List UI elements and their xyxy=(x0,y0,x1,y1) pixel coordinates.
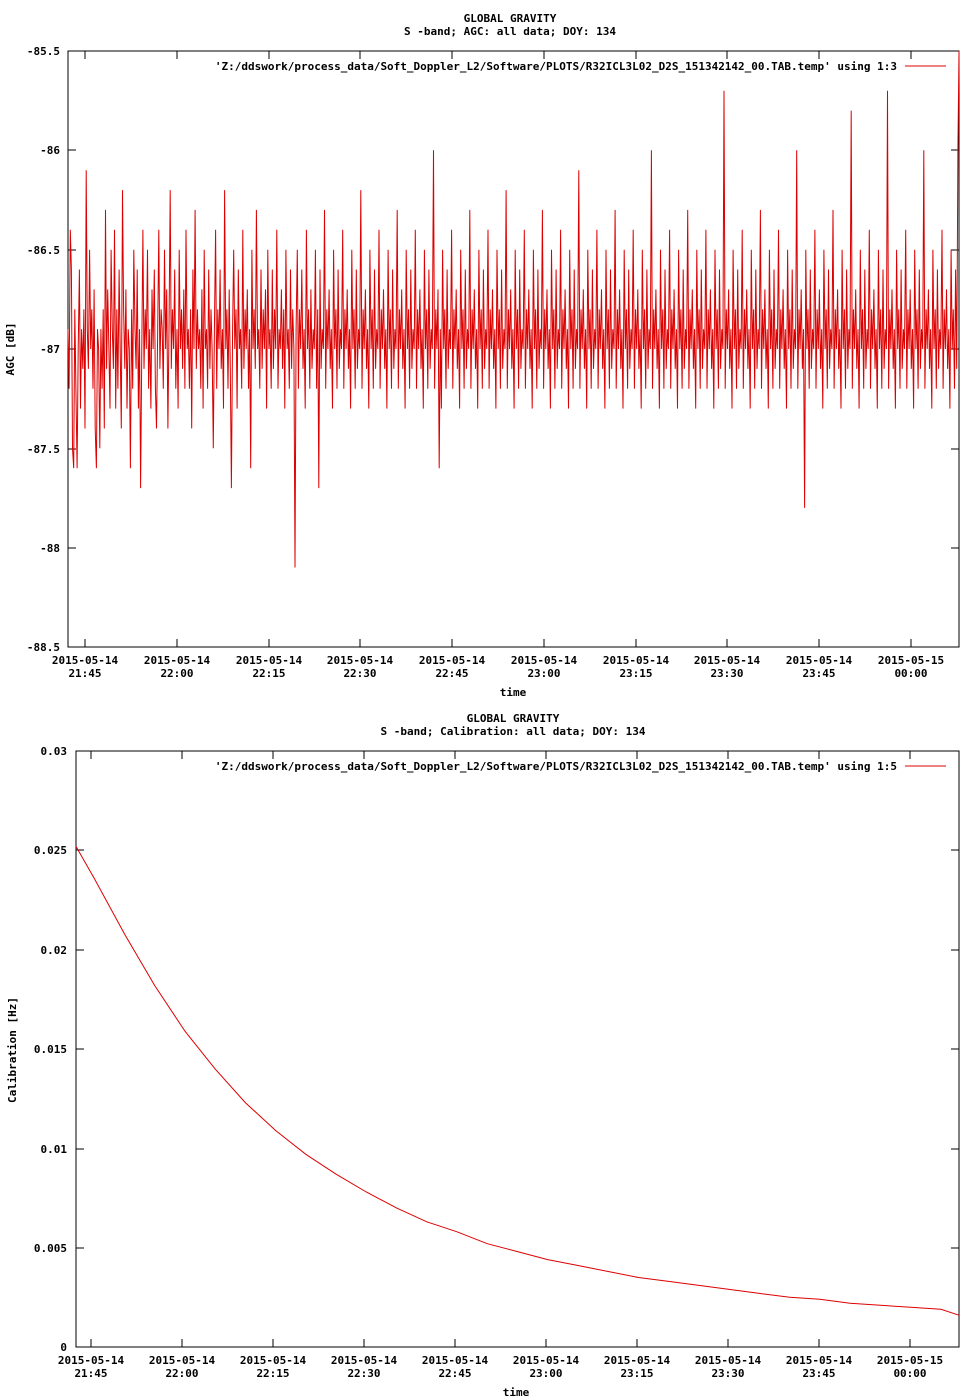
agc-x-axis: 2015-05-1421:452015-05-1422:002015-05-14… xyxy=(52,51,944,680)
cal-x-tick-time: 22:45 xyxy=(438,1367,471,1380)
cal-y-tick-label: 0.005 xyxy=(34,1242,67,1255)
cal-y-tick-label: 0.02 xyxy=(41,944,68,957)
agc-y-tick-label: -87.5 xyxy=(27,443,60,456)
cal-y-axis-label: Calibration [Hz] xyxy=(6,997,19,1103)
cal-x-tick-date: 2015-05-14 xyxy=(422,1354,489,1367)
cal-series-line xyxy=(75,846,960,1316)
agc-x-tick-date: 2015-05-14 xyxy=(603,654,670,667)
cal-y-tick-label: 0.015 xyxy=(34,1043,67,1056)
cal-title-line1: GLOBAL GRAVITY xyxy=(467,712,560,725)
agc-x-tick-date: 2015-05-14 xyxy=(236,654,303,667)
cal-x-tick-time: 00:00 xyxy=(893,1367,926,1380)
agc-x-tick-date: 2015-05-14 xyxy=(144,654,211,667)
agc-x-tick-date: 2015-05-14 xyxy=(327,654,394,667)
cal-x-tick-date: 2015-05-14 xyxy=(695,1354,762,1367)
cal-x-tick-time: 23:00 xyxy=(529,1367,562,1380)
agc-x-tick-date: 2015-05-15 xyxy=(878,654,944,667)
cal-legend-label: 'Z:/ddswork/process_data/Soft_Doppler_L2… xyxy=(215,760,897,773)
cal-x-tick-time: 22:00 xyxy=(165,1367,198,1380)
agc-y-tick-label: -86 xyxy=(40,144,60,157)
cal-y-tick-label: 0.03 xyxy=(41,745,68,758)
agc-x-tick-time: 23:00 xyxy=(527,667,560,680)
agc-x-tick-time: 22:15 xyxy=(252,667,285,680)
agc-y-tick-label: -87 xyxy=(40,343,60,356)
cal-x-tick-date: 2015-05-15 xyxy=(877,1354,943,1367)
cal-y-tick-label: 0.01 xyxy=(41,1143,68,1156)
agc-x-tick-date: 2015-05-14 xyxy=(786,654,853,667)
cal-x-tick-time: 23:15 xyxy=(620,1367,653,1380)
agc-x-tick-date: 2015-05-14 xyxy=(511,654,578,667)
agc-x-tick-date: 2015-05-14 xyxy=(52,654,119,667)
agc-x-tick-time: 22:00 xyxy=(160,667,193,680)
agc-y-tick-label: -88 xyxy=(40,542,60,555)
cal-x-tick-date: 2015-05-14 xyxy=(513,1354,580,1367)
agc-legend-label: 'Z:/ddswork/process_data/Soft_Doppler_L2… xyxy=(215,60,897,73)
cal-x-tick-time: 23:45 xyxy=(802,1367,835,1380)
cal-x-tick-date: 2015-05-14 xyxy=(331,1354,398,1367)
cal-x-tick-date: 2015-05-14 xyxy=(240,1354,307,1367)
cal-x-axis-label: time xyxy=(503,1386,530,1399)
agc-y-tick-label: -88.5 xyxy=(27,641,60,654)
agc-title-line2: S -band; AGC: all data; DOY: 134 xyxy=(404,25,616,38)
agc-x-tick-time: 23:15 xyxy=(619,667,652,680)
agc-series-line xyxy=(67,50,960,568)
cal-x-tick-time: 22:30 xyxy=(347,1367,380,1380)
agc-chart: GLOBAL GRAVITY S -band; AGC: all data; D… xyxy=(4,12,960,699)
cal-x-tick-date: 2015-05-14 xyxy=(786,1354,853,1367)
agc-x-tick-time: 22:30 xyxy=(343,667,376,680)
agc-title-line1: GLOBAL GRAVITY xyxy=(464,12,557,25)
cal-x-tick-date: 2015-05-14 xyxy=(58,1354,125,1367)
agc-x-tick-time: 23:45 xyxy=(802,667,835,680)
agc-x-tick-time: 22:45 xyxy=(435,667,468,680)
agc-x-tick-date: 2015-05-14 xyxy=(694,654,761,667)
calibration-chart: GLOBAL GRAVITY S -band; Calibration: all… xyxy=(6,712,960,1399)
agc-x-tick-time: 23:30 xyxy=(710,667,743,680)
agc-y-tick-label: -86.5 xyxy=(27,244,60,257)
agc-x-tick-time: 00:00 xyxy=(894,667,927,680)
agc-y-axis: -85.5 -86 -86.5 -87 -87.5 -88 -88.5 xyxy=(27,45,959,654)
cal-x-tick-time: 23:30 xyxy=(711,1367,744,1380)
cal-x-axis: 2015-05-1421:452015-05-1422:002015-05-14… xyxy=(58,751,943,1380)
cal-y-tick-label: 0 xyxy=(60,1341,67,1354)
agc-y-axis-label: AGC [dB] xyxy=(4,323,17,376)
agc-x-tick-time: 21:45 xyxy=(68,667,101,680)
cal-x-tick-date: 2015-05-14 xyxy=(149,1354,216,1367)
cal-x-tick-time: 22:15 xyxy=(256,1367,289,1380)
agc-x-axis-label: time xyxy=(500,686,527,699)
agc-y-tick-label: -85.5 xyxy=(27,45,60,58)
cal-title-line2: S -band; Calibration: all data; DOY: 134 xyxy=(381,725,646,738)
cal-y-axis: 0.03 0.025 0.02 0.015 0.01 0.005 0 xyxy=(34,745,959,1354)
cal-x-tick-time: 21:45 xyxy=(74,1367,107,1380)
agc-x-tick-date: 2015-05-14 xyxy=(419,654,486,667)
cal-y-tick-label: 0.025 xyxy=(34,844,67,857)
cal-x-tick-date: 2015-05-14 xyxy=(604,1354,671,1367)
cal-plot-frame xyxy=(75,750,960,1348)
